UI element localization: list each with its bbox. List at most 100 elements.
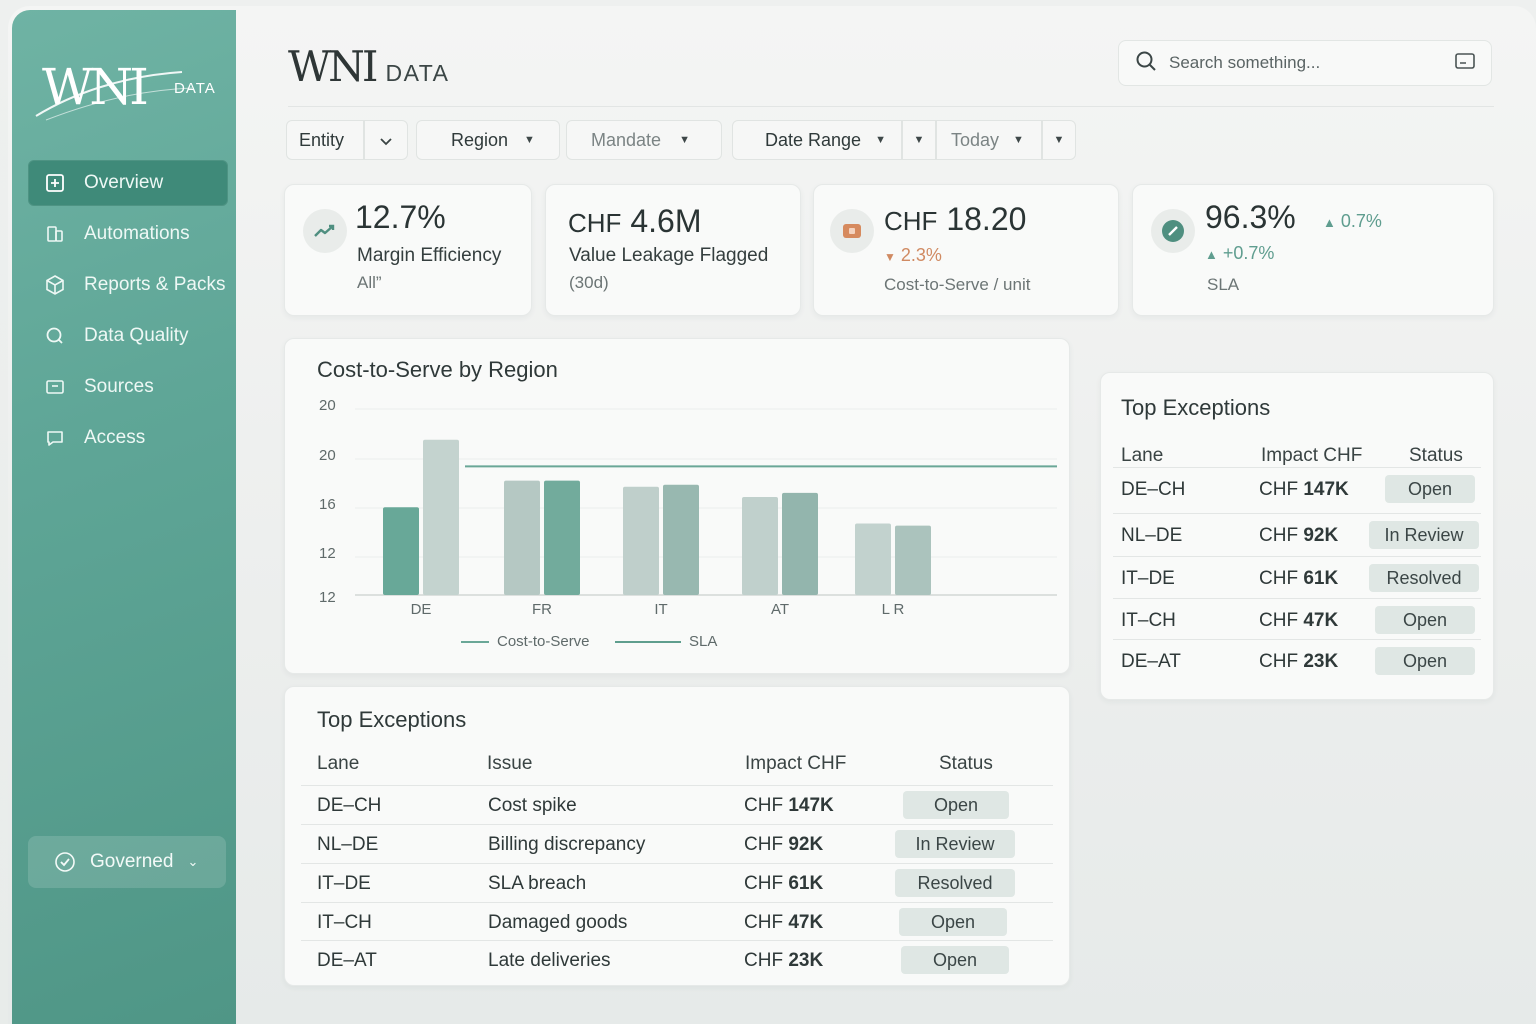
cell-currency: CHF	[1259, 525, 1299, 546]
kpi-value: 4.6M	[630, 203, 702, 239]
app-window: WNI DATA Overview Automations Reports	[8, 6, 1536, 1024]
sidebar-item-sources[interactable]: Sources	[28, 364, 228, 410]
row-divider	[301, 940, 1053, 941]
column-header-lane[interactable]: Lane	[317, 753, 360, 774]
status-badge[interactable]: Open	[1385, 475, 1475, 503]
sidebar-item-label: Automations	[84, 223, 190, 244]
sidebar-item-overview[interactable]: Overview	[28, 160, 228, 206]
cell-amount: 23K	[788, 950, 824, 971]
row-divider	[1113, 556, 1481, 557]
cell-amount: 47K	[1303, 610, 1339, 631]
cell-lane: IT–DE	[317, 873, 371, 894]
check-circle-icon	[54, 851, 76, 873]
tag-icon	[830, 209, 874, 253]
kpi-label: Margin Efficiency	[357, 245, 502, 266]
status-badge[interactable]: Open	[899, 908, 1007, 936]
bar-cost-lr[interactable]	[855, 523, 891, 595]
kpi-card-margin[interactable]: 12.7% Margin Efficiency All”	[284, 184, 532, 316]
region-filter[interactable]: Region ▼	[416, 120, 560, 160]
cell-impact: CHF 23K	[744, 950, 823, 972]
status-badge[interactable]: Open	[903, 791, 1009, 819]
bar-sla-it[interactable]	[663, 484, 699, 595]
today-filter[interactable]: Today ▼	[936, 120, 1042, 160]
column-header-lane[interactable]: Lane	[1121, 445, 1164, 466]
bar-cost-de[interactable]	[383, 507, 419, 595]
kpi-card-leakage[interactable]: CHF 4.6M Value Leakage Flagged (30d)	[545, 184, 801, 316]
bar-cost-fr[interactable]	[504, 480, 540, 595]
status-badge[interactable]: Open	[1375, 647, 1475, 675]
legend-item-sla[interactable]: SLA	[615, 633, 717, 650]
entity-filter[interactable]: Entity	[286, 120, 364, 160]
date-range-filter[interactable]: Date Range ▼	[732, 120, 902, 160]
bar-sla-fr[interactable]	[544, 480, 580, 595]
kpi-card-cost[interactable]: CHF 18.20 ▼ 2.3% Cost-to-Serve / unit	[813, 184, 1119, 316]
governed-dropdown[interactable]: Governed ⌄	[28, 836, 226, 888]
entity-filter-toggle[interactable]	[364, 120, 408, 160]
bar-chart	[355, 408, 1057, 596]
row-divider	[1113, 513, 1481, 514]
cell-lane: NL–DE	[1121, 525, 1183, 546]
kpi-value-wrap: CHF 4.6M	[568, 203, 701, 240]
status-badge[interactable]: Open	[1375, 606, 1475, 634]
keyboard-shortcut-icon[interactable]	[1455, 52, 1475, 74]
kpi-value: 18.20	[946, 201, 1027, 237]
status-badge[interactable]: In Review	[1369, 521, 1479, 549]
bar-sla-de[interactable]	[423, 439, 459, 595]
chat-icon	[44, 427, 66, 449]
date-range-label: Date Range	[765, 129, 862, 150]
column-header-issue[interactable]: Issue	[487, 753, 533, 774]
bar-cost-it[interactable]	[623, 486, 659, 595]
column-header-status[interactable]: Status	[939, 753, 993, 774]
status-badge[interactable]: Resolved	[895, 869, 1015, 897]
column-header-status[interactable]: Status	[1409, 445, 1463, 466]
bar-cost-at[interactable]	[742, 496, 778, 595]
status-badge[interactable]: Open	[901, 946, 1009, 974]
legend-item-cost[interactable]: Cost-to-Serve	[461, 633, 590, 650]
y-tick-label: 20	[319, 397, 336, 414]
sidebar-item-automations[interactable]: Automations	[28, 211, 228, 257]
today-toggle[interactable]: ▼	[1042, 120, 1076, 160]
mandate-filter[interactable]: Mandate ▼	[566, 120, 722, 160]
cell-impact: CHF 92K	[744, 834, 823, 856]
cell-lane: DE–AT	[1121, 651, 1181, 672]
search-input[interactable]: Search something...	[1169, 53, 1321, 72]
brand-sub: DATA	[385, 60, 450, 86]
kpi-label: Value Leakage Flagged	[569, 245, 769, 266]
triangle-up-icon: ▲	[1323, 215, 1336, 230]
kpi-card-sla[interactable]: 96.3% ▲ 0.7% ▲ +0.7% SLA	[1132, 184, 1494, 316]
y-tick-label: 12	[319, 545, 336, 562]
column-header-impact[interactable]: Impact CHF	[745, 753, 847, 774]
x-tick-label: DE	[410, 601, 432, 618]
cell-amount: 47K	[788, 912, 824, 933]
y-tick-label: 12	[319, 589, 336, 606]
gauge-icon	[1151, 209, 1195, 253]
search-bar[interactable]: Search something...	[1118, 40, 1492, 86]
sidebar-logo: WNI DATA	[32, 54, 222, 124]
sidebar-item-reports[interactable]: Reports & Packs	[28, 262, 228, 308]
legend-label: SLA	[689, 633, 718, 650]
status-badge[interactable]: Resolved	[1369, 564, 1479, 592]
legend-swatch	[615, 640, 681, 643]
row-divider	[301, 824, 1053, 825]
kpi-delta-value: +0.7%	[1222, 243, 1275, 263]
logo-mark: WNI	[42, 58, 149, 116]
sidebar-item-data-quality[interactable]: Data Quality	[28, 313, 228, 359]
chart-title: Cost-to-Serve by Region	[317, 357, 558, 382]
column-header-impact[interactable]: Impact CHF	[1261, 445, 1363, 466]
cell-impact: CHF 23K	[1259, 651, 1338, 673]
bar-sla-at[interactable]	[782, 492, 818, 595]
row-divider	[1113, 467, 1481, 468]
bar-sla-lr[interactable]	[895, 525, 931, 595]
sidebar-item-access[interactable]: Access	[28, 415, 228, 461]
cell-impact: CHF 61K	[1259, 568, 1338, 590]
kpi-value: 96.3%	[1205, 199, 1296, 235]
cell-amount: 23K	[1303, 651, 1339, 672]
cell-lane: IT–DE	[1121, 568, 1175, 589]
cell-currency: CHF	[1259, 610, 1299, 631]
cell-currency: CHF	[744, 950, 784, 971]
kpi-sub: (30d)	[569, 273, 609, 292]
cell-currency: CHF	[1259, 651, 1299, 672]
cell-currency: CHF	[1259, 568, 1299, 589]
status-badge[interactable]: In Review	[895, 830, 1015, 858]
date-range-toggle[interactable]: ▼	[902, 120, 936, 160]
